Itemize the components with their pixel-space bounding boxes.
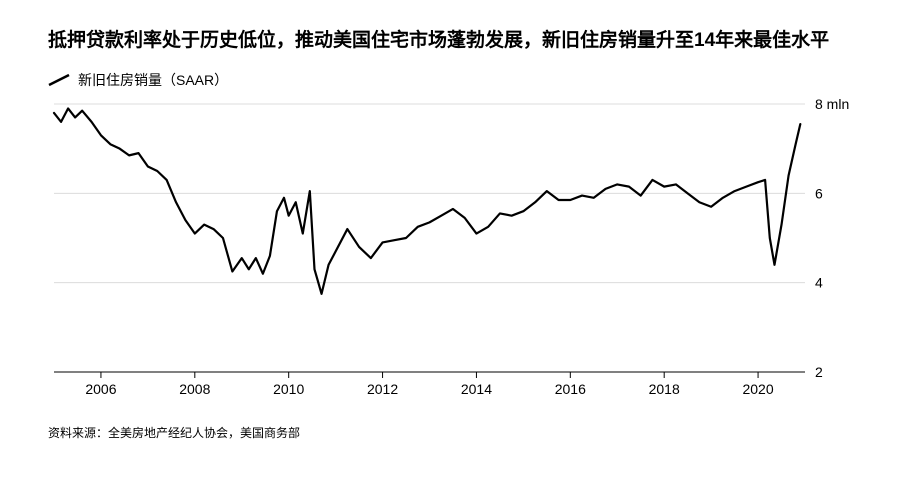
svg-text:2016: 2016 <box>555 381 586 397</box>
chart-area: 8 mln 6 4 2 2006 2008 2010 2012 2014 2016 2018 2020 <box>48 98 865 418</box>
line-chart: 8 mln 6 4 2 2006 2008 2010 2012 2014 2016 2018 2020 <box>48 98 863 418</box>
legend-label: 新旧住房销量（SAAR） <box>78 70 228 90</box>
svg-text:2014: 2014 <box>461 381 492 397</box>
legend: 新旧住房销量（SAAR） <box>48 70 865 90</box>
svg-text:2012: 2012 <box>367 381 398 397</box>
svg-text:2020: 2020 <box>742 381 773 397</box>
source-text: 资料来源：全美房地产经纪人协会，美国商务部 <box>48 424 865 441</box>
svg-text:4: 4 <box>815 274 823 290</box>
svg-text:2018: 2018 <box>649 381 680 397</box>
svg-text:2010: 2010 <box>273 381 304 397</box>
chart-title: 抵押贷款利率处于历史低位，推动美国住宅市场蓬勃发展，新旧住房销量升至14年来最佳… <box>48 28 865 54</box>
svg-text:2006: 2006 <box>85 381 116 397</box>
svg-text:2008: 2008 <box>179 381 210 397</box>
svg-text:6: 6 <box>815 185 823 201</box>
legend-line-icon <box>48 73 70 87</box>
svg-text:2: 2 <box>815 364 823 380</box>
svg-text:8 mln: 8 mln <box>815 98 849 112</box>
